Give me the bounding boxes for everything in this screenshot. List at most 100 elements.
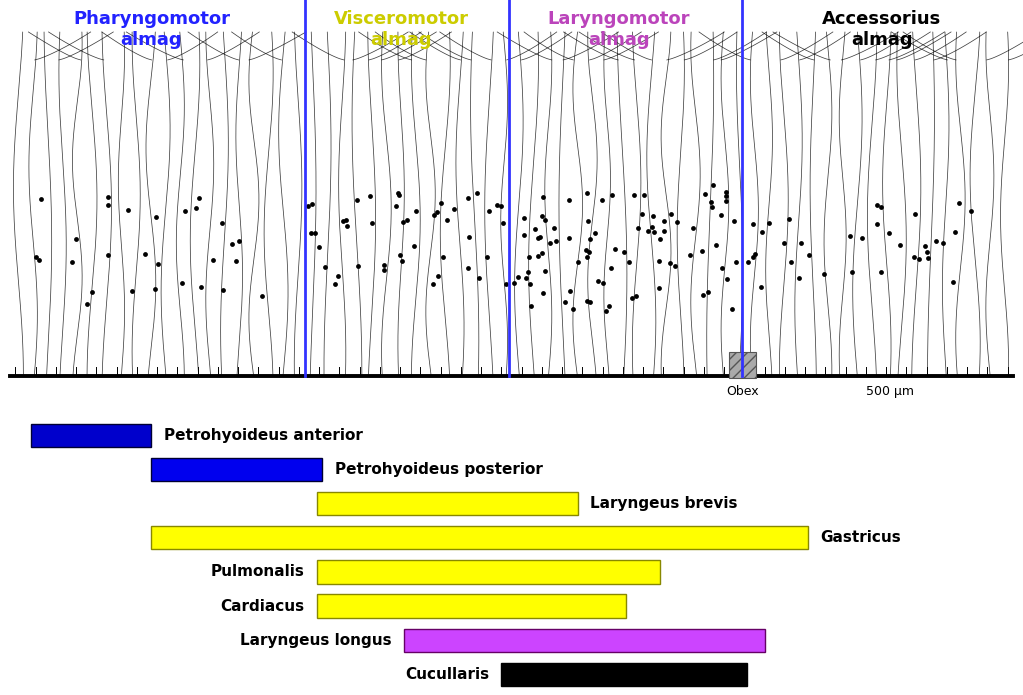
Point — [100, 250, 117, 261]
Point — [223, 239, 239, 250]
Bar — [317, 560, 660, 584]
Text: Pharyngomotor
almag: Pharyngomotor almag — [73, 10, 230, 49]
Point — [579, 188, 595, 199]
Point — [563, 285, 579, 296]
Point — [535, 192, 551, 203]
Point — [905, 252, 922, 263]
Point — [881, 228, 897, 239]
Point — [31, 254, 47, 265]
Point — [439, 215, 455, 226]
Bar — [317, 492, 578, 515]
Point — [375, 265, 392, 276]
Point — [562, 195, 578, 206]
Point — [190, 193, 207, 204]
Point — [682, 250, 699, 261]
Point — [489, 199, 505, 211]
Point — [621, 256, 637, 268]
Point — [349, 195, 365, 206]
Point — [177, 206, 193, 217]
Point — [394, 256, 410, 267]
Point — [725, 215, 742, 227]
Point — [582, 234, 598, 245]
Point — [100, 192, 117, 203]
Point — [945, 277, 962, 288]
Bar — [151, 458, 322, 481]
Point — [718, 196, 735, 207]
Point — [656, 215, 672, 227]
Point — [652, 282, 668, 293]
Point — [392, 250, 408, 261]
Point — [390, 188, 406, 199]
Point — [214, 218, 230, 229]
Point — [311, 241, 327, 252]
Point — [745, 251, 761, 262]
Bar — [404, 629, 765, 652]
Point — [793, 238, 809, 249]
Point — [493, 200, 509, 211]
Point — [317, 261, 333, 272]
Point — [853, 232, 870, 243]
Point — [28, 252, 44, 263]
Point — [33, 193, 49, 204]
Point — [607, 243, 623, 254]
Point — [339, 215, 355, 226]
Point — [578, 245, 594, 256]
Point — [717, 186, 733, 197]
Point — [517, 230, 533, 241]
Point — [429, 207, 445, 218]
Point — [63, 257, 80, 268]
Point — [335, 215, 351, 227]
Point — [147, 211, 164, 222]
Point — [79, 299, 95, 310]
Point — [714, 263, 730, 274]
Point — [547, 236, 564, 247]
Point — [667, 260, 683, 271]
Point — [469, 188, 485, 199]
Point — [520, 266, 536, 277]
Point — [541, 238, 558, 249]
Point — [481, 206, 497, 217]
Point — [532, 231, 548, 243]
Point — [361, 190, 377, 202]
Point — [307, 228, 323, 239]
Point — [754, 227, 770, 238]
Point — [708, 240, 724, 251]
Point — [747, 248, 763, 259]
Point — [628, 291, 644, 302]
Point — [558, 297, 574, 308]
Point — [530, 233, 546, 244]
Point — [570, 256, 586, 268]
Point — [533, 211, 549, 222]
Point — [616, 247, 632, 258]
Point — [602, 300, 618, 311]
Point — [946, 227, 963, 238]
Point — [581, 246, 597, 257]
Point — [626, 190, 642, 201]
Point — [816, 269, 833, 280]
Point — [215, 284, 231, 295]
Point — [391, 190, 407, 201]
Point — [459, 193, 476, 204]
Bar — [729, 352, 756, 377]
Point — [406, 240, 422, 251]
Point — [398, 214, 414, 225]
Point — [330, 270, 347, 281]
Point — [718, 191, 735, 202]
Point — [640, 226, 657, 237]
Point — [136, 248, 152, 259]
Point — [304, 198, 320, 209]
Point — [695, 289, 711, 300]
Point — [636, 189, 653, 200]
Point — [460, 231, 477, 243]
Point — [604, 189, 620, 200]
Point — [521, 252, 537, 263]
Point — [445, 203, 461, 214]
Point — [459, 263, 476, 274]
Point — [727, 256, 744, 268]
Point — [254, 291, 270, 302]
Point — [652, 233, 668, 244]
Point — [910, 253, 927, 264]
Point — [791, 272, 807, 284]
Point — [188, 202, 205, 213]
Point — [950, 197, 967, 208]
